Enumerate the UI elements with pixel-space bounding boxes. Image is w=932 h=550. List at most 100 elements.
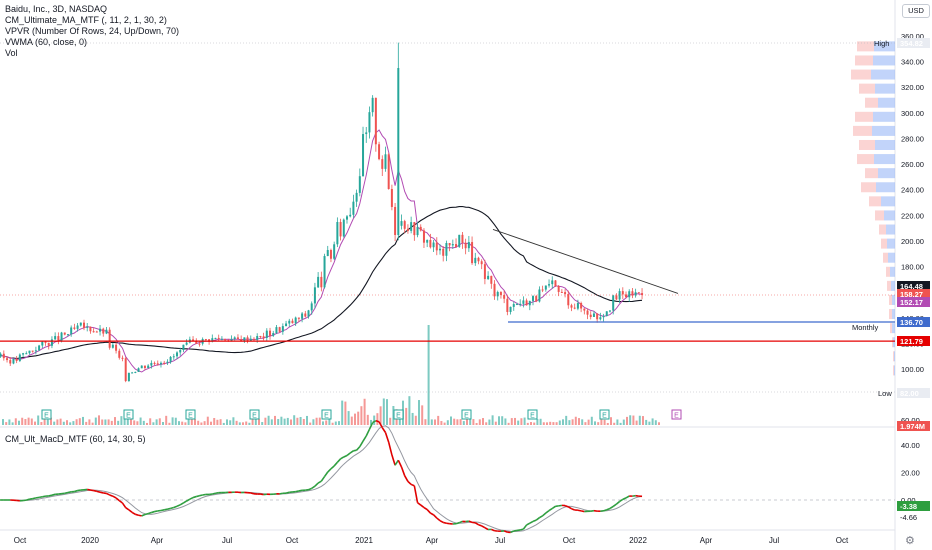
candle-body: [63, 332, 66, 335]
volume-bar: [462, 421, 465, 425]
volume-bar: [494, 421, 497, 425]
volume-bar: [552, 422, 555, 425]
candle: [41, 341, 44, 349]
volume-bar: [370, 419, 372, 425]
candle: [25, 351, 28, 355]
macd-line-segment: [526, 522, 531, 526]
candle-body: [9, 360, 12, 364]
candle-body: [352, 201, 355, 215]
volume-bar: [606, 422, 609, 425]
candle-body: [637, 292, 640, 294]
candle: [73, 323, 76, 330]
macd-line-segment: [320, 476, 326, 482]
volume-bar: [344, 401, 347, 425]
macd-legend[interactable]: CM_Ult_MacD_MTF (60, 14, 30, 5): [5, 434, 146, 444]
candle: [429, 233, 432, 249]
candle: [147, 364, 150, 369]
volume-bar: [443, 422, 446, 425]
legend-study-vpvr[interactable]: VPVR (Number Of Rows, 24, Up/Down, 70): [5, 26, 180, 36]
candle: [580, 301, 583, 313]
earnings-letter: E: [44, 413, 49, 420]
candle: [442, 246, 445, 262]
volume-bar: [478, 419, 481, 425]
candle-body: [522, 300, 525, 304]
macd-value-tag-bg: [897, 501, 930, 511]
candle-body: [57, 336, 60, 341]
volume-value-tag: 1.974M: [900, 422, 925, 431]
macd-line-segment: [333, 461, 338, 467]
volume-bar: [549, 421, 552, 425]
candle-body: [390, 189, 393, 207]
candle-body: [131, 372, 134, 374]
candle: [528, 300, 531, 311]
macd-line-segment: [362, 435, 367, 442]
time-tick-label: Apr: [151, 536, 164, 545]
candle-body: [89, 326, 92, 332]
candle-body: [163, 362, 166, 364]
macd-line-segment: [545, 509, 550, 514]
vpvr-bar-up: [891, 280, 895, 291]
macd-line-segment: [189, 496, 194, 500]
earnings-box: [599, 409, 610, 420]
macd-line-segment: [330, 465, 335, 470]
candle: [291, 318, 294, 324]
support-label: Monthly: [852, 323, 879, 332]
candle-body: [615, 295, 618, 300]
earnings-box: [249, 409, 260, 420]
volume-bar: [446, 420, 449, 425]
candle-body: [105, 329, 108, 334]
volume-bar: [306, 415, 308, 425]
vpvr-bar-down: [851, 69, 871, 80]
candle-body: [435, 242, 438, 251]
volume-bar: [536, 419, 539, 425]
volume-bar: [632, 415, 635, 425]
support-value-tag-bg: [897, 317, 930, 327]
volume-bar: [94, 417, 97, 425]
candle-body: [451, 244, 454, 246]
candle-body: [387, 154, 390, 190]
candle: [185, 339, 188, 346]
volume-bar: [174, 417, 177, 425]
currency-button[interactable]: USD: [902, 4, 930, 18]
candle: [426, 239, 429, 248]
macd-line-segment: [141, 513, 146, 517]
candle-body: [25, 353, 28, 355]
macd-line-segment: [109, 494, 114, 497]
candle-body: [169, 356, 172, 362]
candle-body: [442, 248, 445, 256]
candle-body: [310, 303, 313, 311]
candle-body: [448, 243, 451, 246]
volume-bar: [286, 417, 289, 425]
candle: [342, 218, 345, 238]
candle: [583, 308, 586, 315]
candle-body: [34, 350, 37, 352]
candle-body: [211, 338, 214, 342]
candle: [576, 299, 579, 311]
candle-body: [50, 339, 53, 346]
candle-body: [166, 361, 169, 363]
volume-bar: [88, 419, 91, 425]
legend-study-vol[interactable]: Vol: [5, 48, 18, 58]
vpvr-bar-up: [894, 351, 895, 362]
volume-bar: [613, 422, 616, 425]
earnings-marker: E: [321, 409, 332, 420]
volume-bar: [162, 421, 164, 425]
candle: [105, 326, 108, 335]
candle-body: [304, 313, 307, 317]
candle: [631, 288, 634, 299]
candle: [554, 280, 557, 287]
candle-body: [115, 344, 118, 351]
candle-body: [159, 362, 162, 365]
candle-body: [493, 283, 496, 297]
gear-icon[interactable]: ⚙: [905, 535, 915, 547]
legend-study-vwma[interactable]: VWMA (60, close, 0): [5, 37, 88, 47]
volume-bar: [427, 325, 430, 425]
candle-body: [599, 317, 602, 320]
candle: [159, 361, 162, 368]
volume-bar: [142, 420, 145, 425]
macd-line-segment: [542, 512, 547, 517]
volume-bar: [389, 417, 392, 425]
earnings-marker: E: [671, 409, 682, 420]
legend-study-ma[interactable]: CM_Ultimate_MA_MTF (, 11, 2, 1, 30, 2): [5, 15, 167, 25]
macd-line-segment: [125, 507, 130, 511]
